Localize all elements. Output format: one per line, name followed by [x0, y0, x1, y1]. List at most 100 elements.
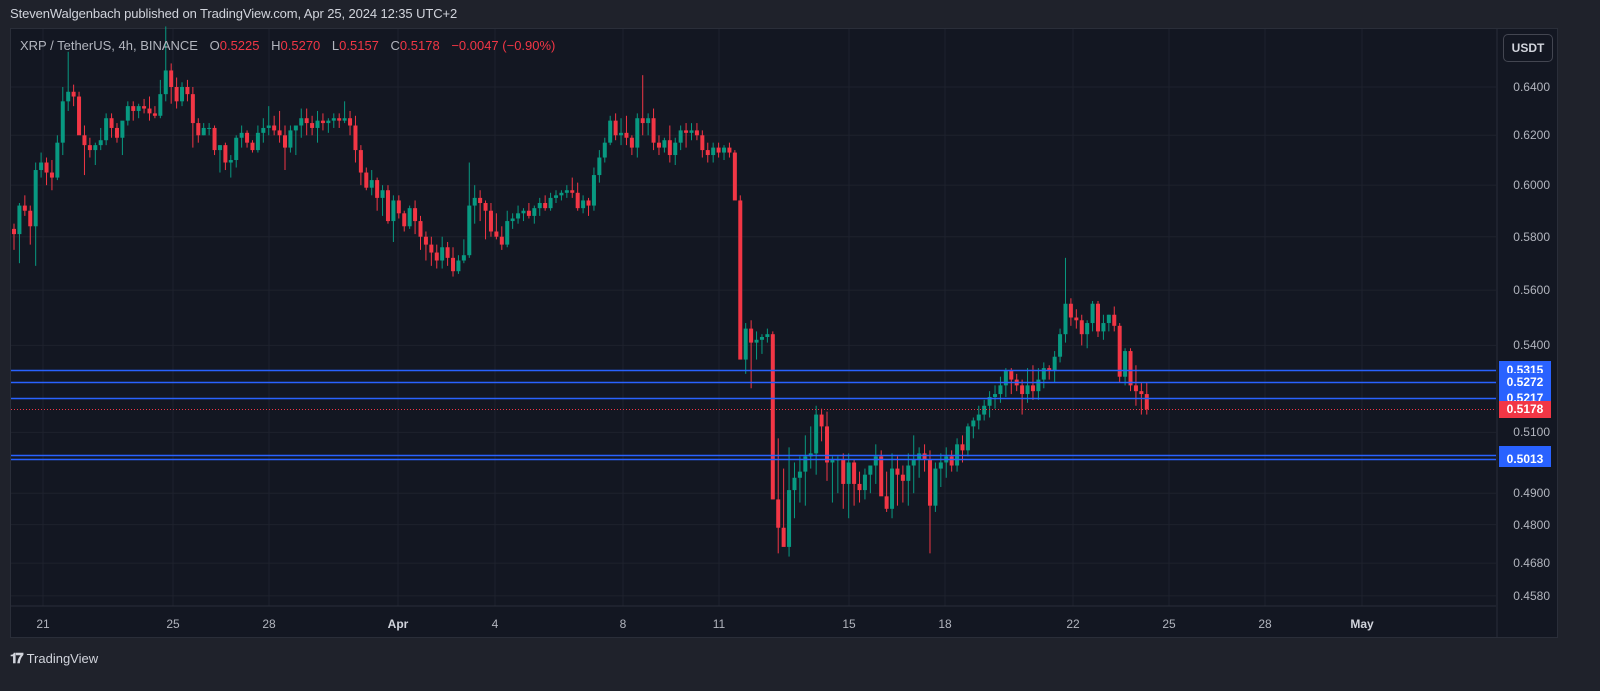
candle-body	[1079, 320, 1084, 335]
candle-body	[17, 205, 22, 235]
candle-body	[1030, 385, 1035, 392]
candle-body	[559, 192, 564, 196]
price-tick-label: 0.4900	[1513, 486, 1550, 501]
candle-body	[185, 87, 190, 95]
publisher-line: StevenWalgenbach published on TradingVie…	[10, 6, 458, 21]
candle-body	[846, 462, 851, 484]
candle-body	[245, 132, 250, 143]
candle-body	[385, 190, 390, 222]
price-tick-label: 0.4680	[1513, 556, 1550, 571]
time-tick-label: 28	[1258, 617, 1272, 631]
candle-body	[358, 150, 363, 173]
candle-body	[396, 200, 401, 214]
time-tick-label: 21	[36, 617, 50, 631]
last-price-tag: 0.5178	[1499, 400, 1551, 418]
price-tick-label: 0.4800	[1513, 517, 1550, 532]
price-tick-label: 0.4580	[1513, 588, 1550, 603]
candle-body	[1009, 370, 1014, 380]
candle-body	[104, 118, 109, 141]
candle-body	[255, 132, 260, 151]
candle-body	[564, 190, 569, 193]
candle-body	[841, 459, 846, 484]
time-tick-label: 11	[712, 617, 726, 631]
candle-body	[391, 200, 396, 222]
price-tick-label: 0.5100	[1513, 425, 1550, 440]
tradingview-brand[interactable]: 𝟏𝟕 TradingView	[10, 650, 98, 667]
candle-body	[1090, 303, 1095, 324]
candle-body	[781, 527, 786, 547]
candle-body	[927, 459, 932, 506]
candle-body	[217, 145, 222, 151]
candle-body	[1063, 303, 1068, 335]
candle-body	[759, 336, 764, 340]
currency-unit-button[interactable]: USDT	[1503, 34, 1553, 62]
candle-body	[537, 203, 542, 209]
candle-body	[1101, 323, 1106, 332]
candle-body	[55, 142, 60, 178]
candle-body	[678, 130, 683, 143]
candle-body	[575, 192, 580, 209]
time-tick-label: 8	[619, 617, 627, 631]
candle-body	[597, 157, 602, 176]
candle-body	[228, 160, 233, 163]
candle-body	[900, 474, 905, 481]
candle-body	[993, 394, 998, 397]
close-value: 0.5178	[399, 38, 440, 53]
candle-body	[521, 210, 526, 214]
candle-body	[131, 106, 136, 111]
candle-body	[1096, 303, 1100, 332]
candle-body	[261, 127, 266, 133]
price-tick-label: 0.6200	[1513, 128, 1550, 143]
candle-body	[293, 125, 298, 131]
candle-body	[478, 197, 483, 204]
level-price-tag: 0.5013	[1499, 450, 1551, 468]
symbol-title[interactable]: XRP / TetherUS, 4h, BINANCE	[20, 38, 198, 53]
candle-body	[890, 468, 895, 509]
price-tick-label: 0.5600	[1513, 283, 1550, 298]
candle-body	[369, 180, 374, 188]
high-label: H	[271, 38, 281, 53]
time-tick-label: 15	[842, 617, 856, 631]
candle-body	[743, 328, 748, 360]
level-price-tag: 0.5272	[1499, 373, 1551, 391]
candle-body	[12, 228, 16, 235]
price-tick-label: 0.5400	[1513, 338, 1550, 353]
time-tick-label: 28	[262, 617, 276, 631]
brand-name: TradingView	[26, 651, 99, 666]
candle-body	[754, 339, 759, 343]
candle-body	[1128, 351, 1133, 386]
candle-body	[1052, 356, 1057, 371]
candle-body	[440, 247, 445, 261]
candle-body	[787, 490, 792, 547]
candle-body	[283, 135, 287, 148]
candle-body	[689, 130, 694, 133]
candle-body	[288, 130, 293, 148]
candle-body	[938, 462, 943, 469]
candle-body	[727, 147, 732, 153]
candle-body	[608, 120, 613, 143]
candle-body	[348, 118, 353, 126]
candle-body	[803, 456, 808, 472]
candle-body	[142, 106, 147, 109]
candle-body	[190, 94, 195, 124]
candle-body	[852, 462, 857, 484]
candle-body	[1041, 368, 1046, 380]
candle-body	[1074, 317, 1079, 321]
high-value: 0.5270	[280, 38, 321, 53]
candle-body	[646, 118, 651, 124]
candle-body	[44, 162, 49, 173]
candle-body	[949, 456, 954, 466]
candle-body	[613, 120, 618, 136]
candle-body	[971, 420, 976, 427]
candle-body	[201, 127, 206, 136]
candle-body	[1068, 303, 1073, 318]
time-tick-label: 25	[1162, 617, 1176, 631]
candle-body	[120, 120, 125, 138]
candle-body	[543, 203, 548, 209]
candle-body	[488, 210, 493, 232]
candle-body	[456, 260, 461, 272]
candle-body	[180, 87, 185, 102]
candle-body	[87, 145, 92, 151]
candle-body	[873, 456, 878, 466]
